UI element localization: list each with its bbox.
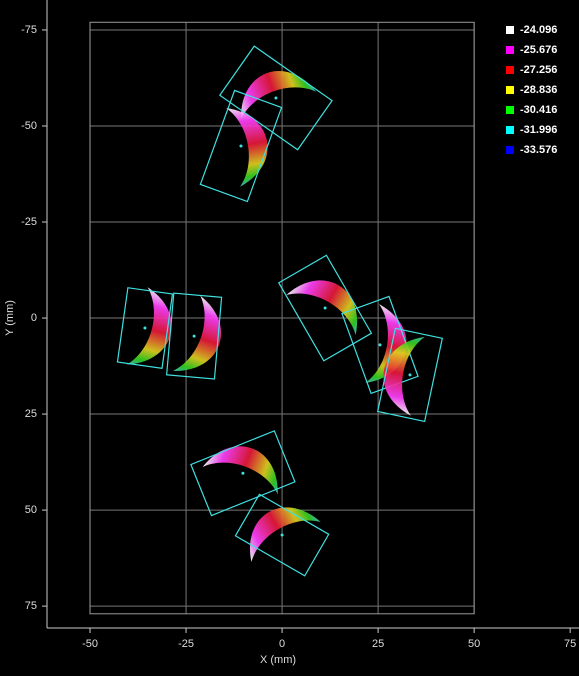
point-cloud [202, 446, 278, 495]
x-tick-label: 50 [468, 638, 480, 650]
legend-label: -27.256 [520, 64, 557, 76]
point-cloud [250, 507, 321, 562]
x-tick-label: 0 [279, 638, 285, 650]
legend-label: -30.416 [520, 104, 557, 116]
legend-label: -24.096 [520, 24, 557, 36]
object-center [143, 326, 147, 330]
x-tick-label: 25 [372, 638, 384, 650]
object-center [323, 306, 327, 310]
point-cloud [286, 280, 358, 335]
legend-label: -33.576 [520, 144, 557, 156]
point-cloud [126, 287, 172, 365]
legend-swatch [506, 106, 514, 114]
bounding-box [165, 292, 223, 380]
object [234, 493, 330, 577]
bounding-box [218, 45, 333, 151]
y-axis-label: Y (mm) [4, 300, 16, 336]
y-tick-label: -25 [21, 216, 37, 228]
x-axis-label: X (mm) [260, 654, 296, 666]
legend-swatch [506, 86, 514, 94]
y-tick-label: 75 [25, 600, 37, 612]
legend-swatch [506, 46, 514, 54]
bounding-box [199, 89, 283, 203]
legend-label: -28.836 [520, 84, 557, 96]
legend-swatch [506, 66, 514, 74]
object-center [378, 343, 382, 347]
object-center [274, 96, 278, 100]
object [277, 254, 373, 362]
point-cloud [172, 295, 222, 371]
bounding-box [234, 493, 330, 577]
point-cloud [241, 70, 317, 120]
x-tick-label: -50 [82, 638, 98, 650]
object-center [192, 334, 196, 338]
bounding-box [190, 430, 296, 517]
object [218, 45, 333, 151]
object-center [280, 533, 284, 537]
object-center [241, 471, 245, 475]
object [376, 327, 444, 423]
legend-label: -31.996 [520, 124, 557, 136]
y-tick-label: 0 [31, 312, 37, 324]
object [165, 292, 223, 380]
plot-frame [89, 21, 475, 615]
legend-swatch [506, 146, 514, 154]
y-tick-label: -75 [21, 24, 37, 36]
object [116, 287, 174, 369]
point-cloud [383, 336, 425, 416]
bounding-box [376, 327, 444, 423]
y-tick-label: 50 [25, 504, 37, 516]
object-center [408, 373, 412, 377]
object [199, 89, 283, 203]
x-tick-label: -25 [178, 638, 194, 650]
object-center [239, 144, 243, 148]
bounding-box [277, 254, 373, 362]
bounding-box [116, 287, 174, 369]
point-cloud [226, 107, 268, 187]
legend-swatch [506, 26, 514, 34]
x-tick-label: 75 [564, 638, 576, 650]
object [190, 430, 296, 517]
legend-swatch [506, 126, 514, 134]
legend-label: -25.676 [520, 44, 557, 56]
y-tick-label: 25 [25, 408, 37, 420]
y-tick-label: -50 [21, 120, 37, 132]
